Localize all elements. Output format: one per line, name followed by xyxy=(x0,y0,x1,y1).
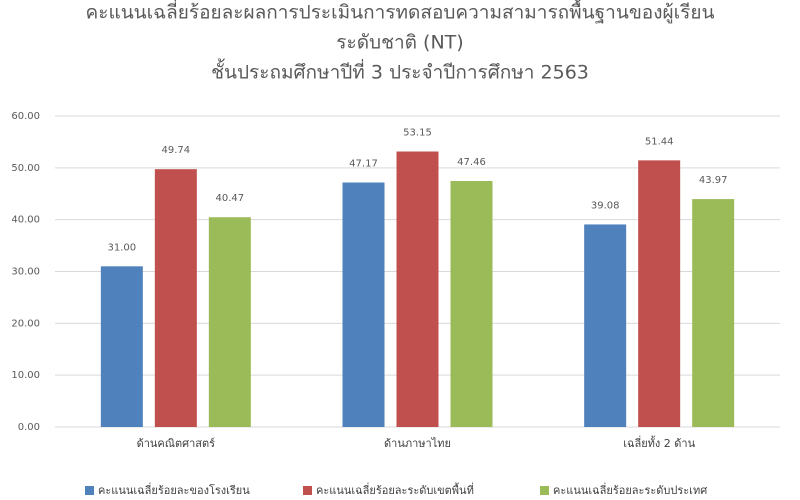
bar xyxy=(692,199,735,427)
legend-swatch xyxy=(303,486,312,495)
y-tick-label: 10.00 xyxy=(11,370,40,381)
x-tick-label: เฉลี่ยทั้ง 2 ด้าน xyxy=(623,435,695,450)
bar xyxy=(342,182,385,427)
legend-swatch xyxy=(540,486,549,495)
data-label: 53.15 xyxy=(403,128,432,139)
data-label: 43.97 xyxy=(699,175,728,186)
y-tick-label: 40.00 xyxy=(11,215,40,226)
y-tick-label: 50.00 xyxy=(11,163,40,174)
y-tick-label: 20.00 xyxy=(11,318,40,329)
legend-label: คะแนนเฉลี่ยร้อยละของโรงเรียน xyxy=(98,482,250,497)
bar xyxy=(100,266,143,427)
y-tick-label: 60.00 xyxy=(11,111,40,122)
chart-title: ระดับชาติ (NT) xyxy=(336,32,463,54)
bar xyxy=(638,160,681,428)
bar xyxy=(584,224,627,427)
chart-title: ชั้นประถมศึกษาปีที่ 3 ประจำปีการศึกษา 25… xyxy=(211,59,589,84)
data-label: 40.47 xyxy=(216,193,245,204)
bar xyxy=(208,217,251,427)
data-label: 39.08 xyxy=(591,200,620,211)
data-label: 31.00 xyxy=(108,242,137,253)
bar xyxy=(154,169,197,427)
data-label: 51.44 xyxy=(645,136,674,147)
y-tick-label: 0.00 xyxy=(18,422,40,433)
bar xyxy=(396,151,439,427)
legend-label: คะแนนเฉลี่ยร้อยละระดับเขตพื้นที่ xyxy=(316,482,474,497)
data-label: 47.46 xyxy=(457,157,486,168)
legend-label: คะแนนเฉลี่ยร้อยละระดับประเทศ xyxy=(553,482,707,497)
y-tick-label: 30.00 xyxy=(11,267,40,278)
bar xyxy=(450,180,493,427)
legend-swatch xyxy=(85,486,94,495)
data-label: 49.74 xyxy=(162,145,191,156)
x-tick-label: ด้านภาษาไทย xyxy=(384,437,451,450)
data-label: 47.17 xyxy=(349,159,378,170)
chart-title: คะแนนเฉลี่ยร้อยละผลการประเมินการทดสอบควา… xyxy=(86,0,715,24)
x-tick-label: ด้านคณิตศาสตร์ xyxy=(137,437,216,450)
